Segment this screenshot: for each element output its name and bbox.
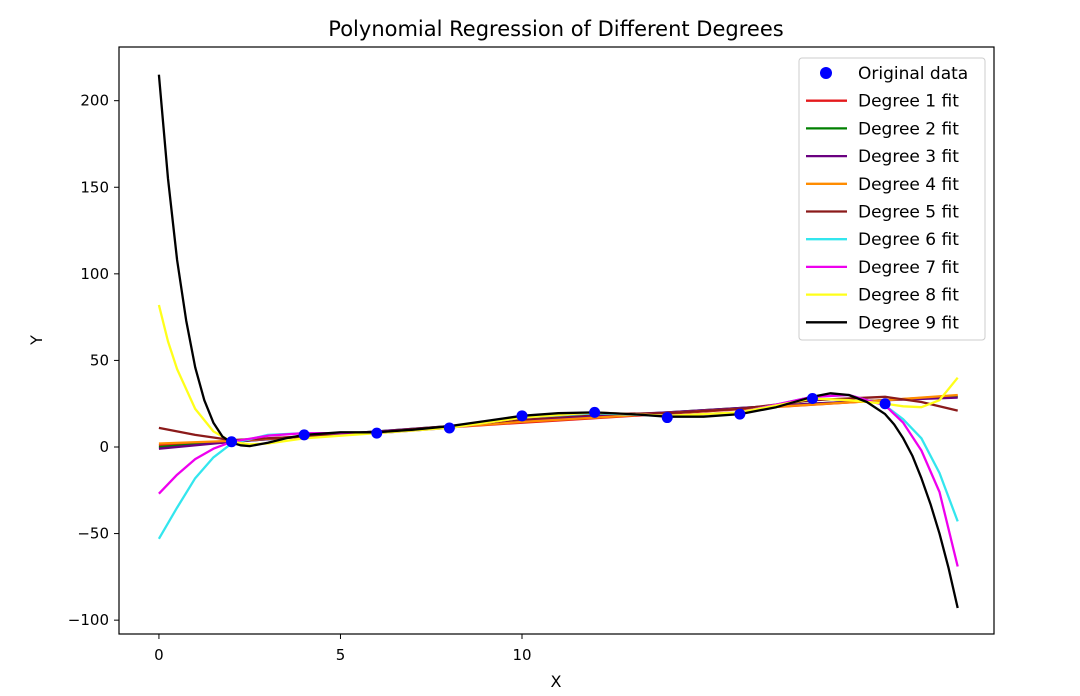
y-tick-label: 0	[99, 438, 109, 456]
plot-lines	[157, 74, 959, 609]
x-axis-label: X	[551, 672, 562, 691]
legend-label: Degree 1 fit	[858, 92, 959, 112]
plot-area-frame	[118, 46, 995, 635]
data-point	[589, 406, 601, 418]
legend-marker	[820, 67, 832, 79]
series-line-8	[157, 304, 959, 446]
legend-label: Degree 2 fit	[858, 119, 959, 139]
x-axis: 0 5 10	[154, 634, 532, 664]
legend-label: Degree 4 fit	[858, 175, 959, 195]
data-point	[806, 393, 818, 405]
y-tick-label: 50	[90, 351, 109, 369]
y-tick-label: 100	[80, 265, 109, 283]
y-axis: −100 −50 0 50 100 150 200	[68, 92, 119, 629]
x-tick-label: 5	[336, 646, 346, 664]
data-point	[298, 429, 310, 441]
data-point	[879, 398, 891, 410]
y-tick-label: 150	[80, 178, 109, 196]
legend-label: Degree 8 fit	[858, 286, 959, 306]
x-tick-label: 10	[512, 646, 531, 664]
data-point	[371, 427, 383, 439]
y-axis-label: Y	[27, 335, 46, 346]
data-point	[226, 436, 238, 448]
legend: Original data Degree 1 fit Degree 2 fit Deg…	[798, 57, 986, 341]
legend-label: Degree 6 fit	[858, 230, 959, 250]
data-point	[661, 412, 673, 424]
series-line-9	[157, 74, 959, 609]
legend-label: Original data	[858, 64, 968, 84]
data-point	[734, 408, 746, 420]
chart-title: Polynomial Regression of Different Degre…	[328, 17, 783, 41]
legend-label: Degree 3 fit	[858, 147, 959, 167]
y-tick-label: 200	[80, 92, 109, 110]
legend-label: Degree 9 fit	[858, 313, 959, 333]
x-tick-label: 0	[154, 646, 164, 664]
scatter-points	[226, 393, 891, 448]
data-point	[443, 422, 455, 434]
legend-label: Degree 7 fit	[858, 258, 959, 278]
data-point	[516, 410, 528, 422]
legend-label: Degree 5 fit	[858, 203, 959, 223]
y-tick-label: −50	[77, 525, 109, 543]
y-tick-label: −100	[68, 611, 109, 629]
